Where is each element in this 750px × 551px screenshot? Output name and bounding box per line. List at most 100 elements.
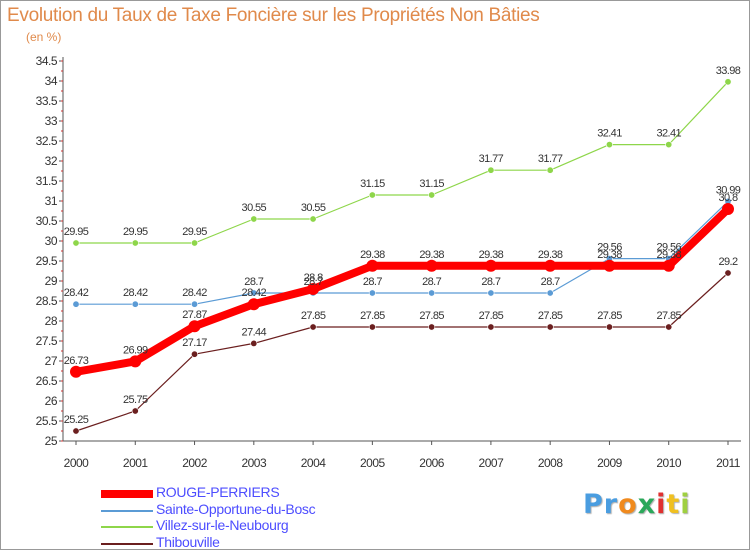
data-label: 25.25 bbox=[64, 414, 89, 426]
x-tick-label: 2011 bbox=[716, 456, 741, 470]
data-label: 31.15 bbox=[419, 178, 444, 190]
data-point bbox=[72, 300, 80, 308]
data-point bbox=[70, 365, 82, 378]
logo-letter: t bbox=[666, 489, 681, 520]
chart-title: Evolution du Taux de Taxe Foncière sur l… bbox=[7, 5, 540, 26]
data-point bbox=[247, 298, 260, 311]
data-label: 29.2 bbox=[718, 256, 737, 268]
data-point bbox=[724, 269, 732, 277]
y-tick-label: 29.5 bbox=[36, 254, 58, 268]
y-tick-label: 32 bbox=[45, 154, 58, 168]
data-label: 28.7 bbox=[363, 276, 382, 288]
y-tick-label: 25.5 bbox=[36, 414, 58, 428]
logo-letter: P bbox=[583, 489, 604, 520]
series-line-2 bbox=[75, 81, 729, 244]
data-label: 33.98 bbox=[716, 65, 741, 77]
data-label: 29.38 bbox=[360, 249, 385, 261]
data-label: 27.85 bbox=[360, 310, 385, 322]
data-point bbox=[188, 320, 201, 333]
data-point bbox=[484, 259, 497, 272]
y-tick-label: 26 bbox=[45, 394, 58, 408]
y-tick-label: 27 bbox=[45, 354, 58, 368]
data-point bbox=[428, 323, 436, 331]
data-point bbox=[546, 166, 554, 174]
data-label: 28.7 bbox=[422, 276, 441, 288]
x-tick-label: 2004 bbox=[301, 456, 327, 470]
data-label: 27.85 bbox=[479, 310, 504, 322]
unit-label: (en %) bbox=[26, 30, 62, 44]
data-point bbox=[368, 191, 376, 199]
legend-label: Sainte-Opportune-du-Bosc bbox=[156, 500, 316, 517]
data-label: 32.41 bbox=[597, 128, 622, 140]
series-line-1 bbox=[75, 200, 729, 305]
data-point bbox=[544, 259, 557, 272]
y-tick-label: 30.5 bbox=[36, 214, 58, 228]
data-point bbox=[724, 78, 732, 86]
data-point bbox=[603, 259, 616, 272]
y-tick-label: 34.5 bbox=[36, 54, 58, 68]
legend-label: Thibouville bbox=[156, 533, 220, 550]
data-point bbox=[665, 323, 673, 331]
y-tick-label: 34 bbox=[45, 74, 58, 88]
data-label: 29.95 bbox=[182, 226, 207, 238]
data-point bbox=[425, 259, 438, 272]
proxiti-logo: Proxiti bbox=[583, 489, 691, 520]
data-point bbox=[72, 239, 80, 247]
data-label: 27.85 bbox=[538, 310, 563, 322]
data-label: 29.38 bbox=[656, 249, 681, 261]
y-tick-label: 29 bbox=[45, 274, 58, 288]
x-tick-label: 2003 bbox=[241, 456, 267, 470]
data-point bbox=[191, 350, 199, 358]
logo-letter: i bbox=[680, 489, 691, 520]
data-point bbox=[546, 323, 554, 331]
data-label: 27.44 bbox=[242, 326, 267, 338]
y-tick-label: 33.5 bbox=[36, 94, 58, 108]
legend-label: ROUGE-PERRIERS bbox=[156, 484, 280, 500]
y-tick-label: 31 bbox=[45, 194, 58, 208]
legend-swatch bbox=[101, 490, 153, 498]
data-label: 29.38 bbox=[479, 249, 504, 261]
data-label: 27.85 bbox=[419, 310, 444, 322]
data-label: 28.8 bbox=[304, 272, 323, 284]
data-point bbox=[309, 215, 317, 223]
data-label: 26.99 bbox=[123, 344, 148, 356]
data-label: 28.42 bbox=[242, 287, 267, 299]
data-point bbox=[605, 323, 613, 331]
data-label: 31.77 bbox=[538, 153, 563, 165]
x-tick-label: 2009 bbox=[597, 456, 623, 470]
y-tick-label: 28.5 bbox=[36, 294, 58, 308]
data-point bbox=[191, 239, 199, 247]
data-point bbox=[428, 289, 436, 297]
data-label: 27.85 bbox=[301, 310, 326, 322]
data-label: 30.99 bbox=[716, 184, 741, 196]
data-point bbox=[131, 407, 139, 415]
x-tick-label: 2007 bbox=[479, 456, 505, 470]
data-point bbox=[722, 203, 734, 215]
data-label: 28.42 bbox=[64, 287, 89, 299]
data-point bbox=[487, 166, 495, 174]
data-label: 29.56 bbox=[656, 242, 681, 254]
data-point bbox=[131, 300, 139, 308]
data-point bbox=[72, 427, 80, 435]
data-point bbox=[250, 289, 258, 297]
data-label: 27.85 bbox=[656, 310, 681, 322]
data-label: 27.85 bbox=[597, 310, 622, 322]
x-tick-label: 2006 bbox=[419, 456, 445, 470]
data-point bbox=[665, 141, 673, 149]
legend-label: Villez-sur-le-Neubourg bbox=[156, 517, 289, 533]
data-label: 29.95 bbox=[64, 226, 89, 238]
data-label: 29.95 bbox=[123, 226, 148, 238]
legend-swatch bbox=[101, 542, 153, 545]
x-tick-label: 2008 bbox=[538, 456, 564, 470]
legend-swatch bbox=[101, 509, 153, 512]
x-tick-label: 2010 bbox=[656, 456, 682, 470]
y-tick-label: 27.5 bbox=[36, 334, 58, 348]
data-point bbox=[129, 355, 142, 368]
data-point bbox=[428, 191, 436, 199]
legend-swatch bbox=[101, 526, 153, 528]
x-tick-label: 2005 bbox=[360, 456, 386, 470]
data-label: 27.87 bbox=[182, 309, 207, 321]
data-label: 32.41 bbox=[656, 128, 681, 140]
data-point bbox=[366, 259, 379, 272]
